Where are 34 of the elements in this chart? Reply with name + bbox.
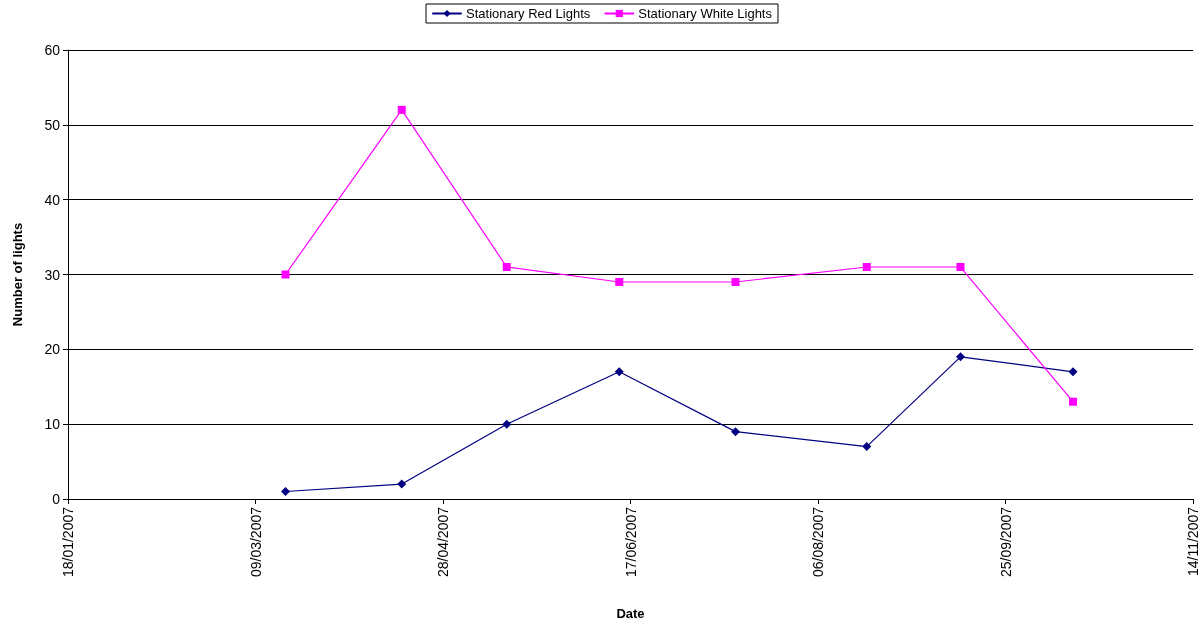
point (862, 442, 872, 452)
y-tick-label: 0 (52, 491, 61, 507)
y-axis-title: Number of lights (10, 222, 25, 327)
point (1069, 397, 1077, 406)
point (281, 487, 290, 497)
point (956, 263, 965, 272)
x-tick-label: 28/04/2007 (435, 506, 451, 578)
x-tick-label: 25/09/2007 (997, 506, 1014, 578)
point (1068, 367, 1078, 377)
x-axis-title: Date (616, 606, 645, 621)
y-tick-label: 20 (44, 341, 61, 358)
point (281, 270, 290, 279)
y-tick-label: 50 (44, 116, 61, 133)
y-tick-label: 30 (44, 266, 61, 283)
point (614, 367, 624, 377)
point (956, 352, 965, 362)
point (862, 263, 871, 272)
x-tick-label: 17/06/2007 (622, 506, 639, 578)
point (502, 419, 512, 429)
point (731, 427, 740, 437)
x-tick-label: 18/01/2007 (60, 506, 76, 578)
x-tick-label: 06/08/2007 (810, 506, 826, 578)
x-tick-label: 14/11/2007 (1185, 506, 1201, 577)
x-tick-label: 09/03/2007 (247, 506, 264, 578)
y-tick-label: 60 (44, 42, 61, 58)
legend-label: Stationary White Lights (638, 6, 773, 21)
point (397, 479, 407, 489)
point (502, 263, 511, 272)
y-tick-label: 10 (44, 416, 61, 433)
point (615, 277, 624, 286)
point (397, 105, 406, 114)
y-tick-label: 40 (44, 191, 61, 208)
point (731, 277, 740, 286)
legend-label: Stationary Red Lights (466, 6, 591, 21)
